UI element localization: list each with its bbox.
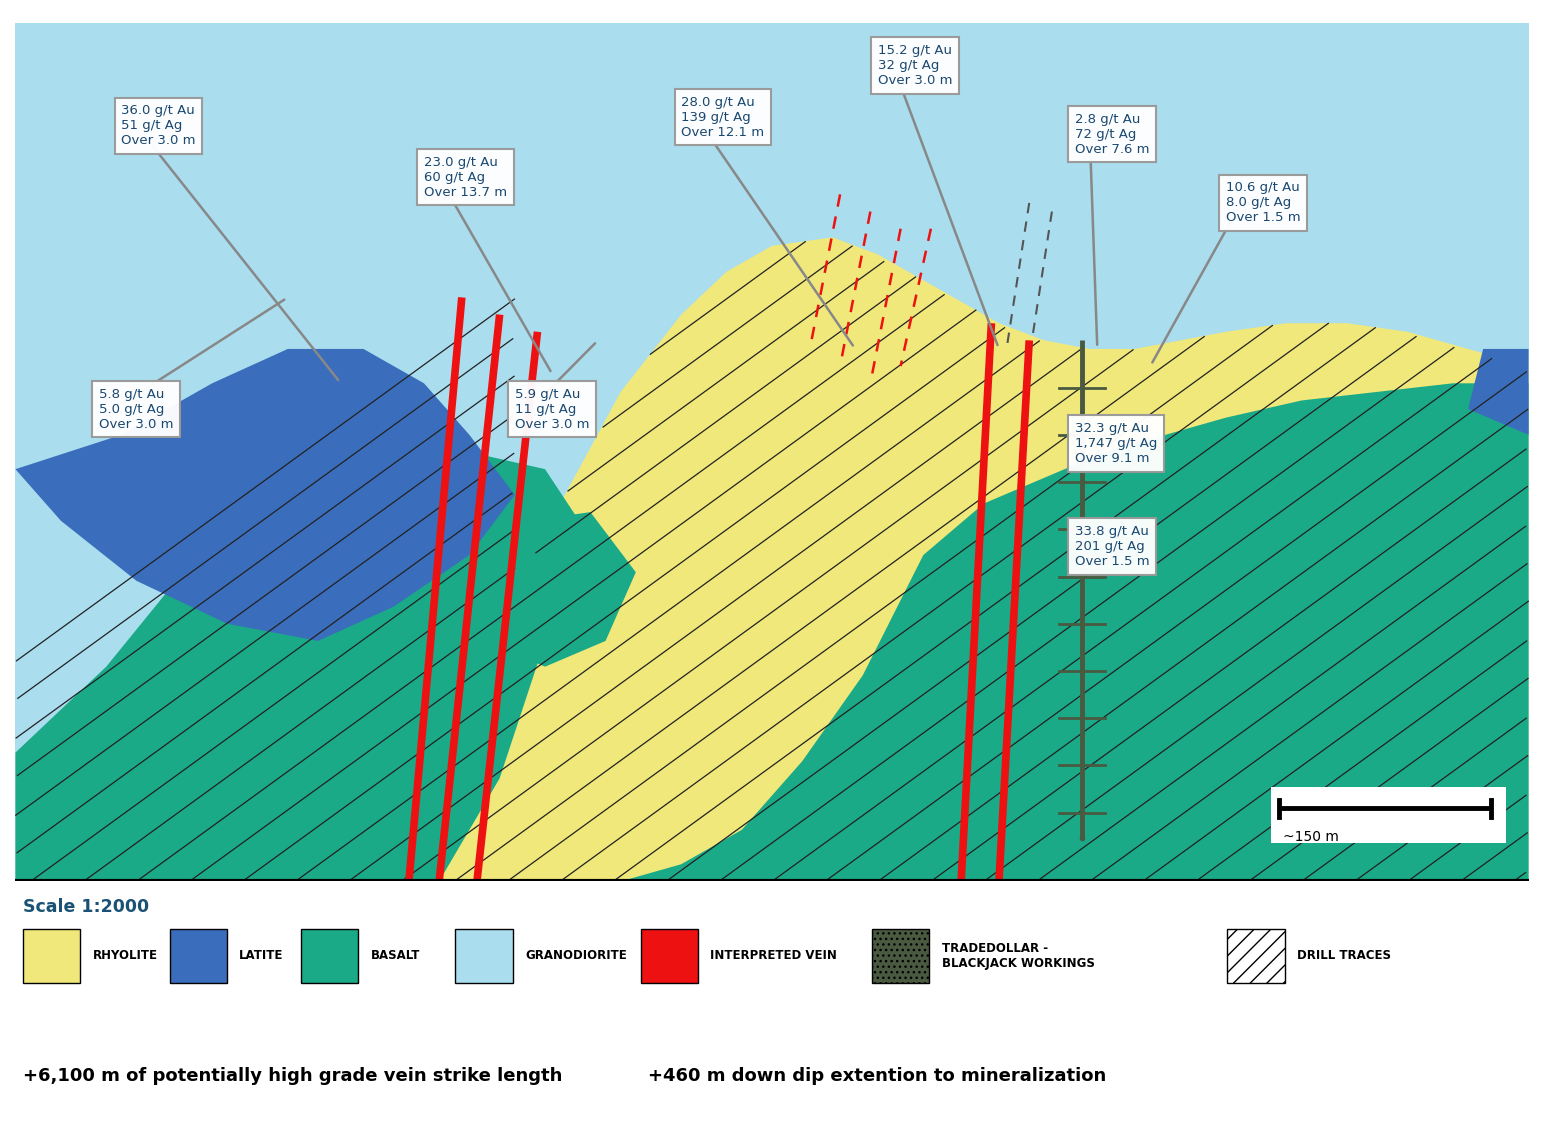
Polygon shape <box>318 237 1529 881</box>
Text: RHYOLITE: RHYOLITE <box>93 949 157 963</box>
Text: 23.0 g/t Au
60 g/t Ag
Over 13.7 m: 23.0 g/t Au 60 g/t Ag Over 13.7 m <box>425 156 506 199</box>
Text: ~150 m: ~150 m <box>1283 829 1339 844</box>
Text: Scale 1:2000: Scale 1:2000 <box>23 898 150 916</box>
Text: 32.3 g/t Au
1,747 g/t Ag
Over 9.1 m: 32.3 g/t Au 1,747 g/t Ag Over 9.1 m <box>1075 421 1156 464</box>
Text: LATITE: LATITE <box>239 949 284 963</box>
Text: GRANODIORITE: GRANODIORITE <box>525 949 627 963</box>
FancyBboxPatch shape <box>1271 786 1505 843</box>
Polygon shape <box>15 23 1529 881</box>
Text: 15.2 g/t Au
32 g/t Ag
Over 3.0 m: 15.2 g/t Au 32 g/t Ag Over 3.0 m <box>879 44 953 87</box>
Polygon shape <box>1468 349 1529 435</box>
Text: 2.8 g/t Au
72 g/t Ag
Over 7.6 m: 2.8 g/t Au 72 g/t Ag Over 7.6 m <box>1075 113 1149 156</box>
Polygon shape <box>15 452 590 881</box>
Polygon shape <box>15 349 514 641</box>
Text: +6,100 m of potentially high grade vein strike length: +6,100 m of potentially high grade vein … <box>23 1067 562 1085</box>
Text: BASALT: BASALT <box>371 949 420 963</box>
Text: 36.0 g/t Au
51 g/t Ag
Over 3.0 m: 36.0 g/t Au 51 g/t Ag Over 3.0 m <box>122 104 196 147</box>
Text: 33.8 g/t Au
201 g/t Ag
Over 1.5 m: 33.8 g/t Au 201 g/t Ag Over 1.5 m <box>1075 525 1149 568</box>
Text: 28.0 g/t Au
139 g/t Ag
Over 12.1 m: 28.0 g/t Au 139 g/t Ag Over 12.1 m <box>681 96 764 139</box>
Text: 10.6 g/t Au
8.0 g/t Ag
Over 1.5 m: 10.6 g/t Au 8.0 g/t Ag Over 1.5 m <box>1226 182 1300 225</box>
Text: DRILL TRACES: DRILL TRACES <box>1297 949 1391 963</box>
Polygon shape <box>485 512 636 667</box>
Text: INTERPRETED VEIN: INTERPRETED VEIN <box>710 949 837 963</box>
Text: TRADEDOLLAR -
BLACKJACK WORKINGS: TRADEDOLLAR - BLACKJACK WORKINGS <box>942 942 1095 970</box>
Text: +460 m down dip extention to mineralization: +460 m down dip extention to mineralizat… <box>648 1067 1107 1085</box>
Polygon shape <box>621 383 1529 881</box>
Text: 5.9 g/t Au
11 g/t Ag
Over 3.0 m: 5.9 g/t Au 11 g/t Ag Over 3.0 m <box>514 388 590 431</box>
Text: 5.8 g/t Au
5.0 g/t Ag
Over 3.0 m: 5.8 g/t Au 5.0 g/t Ag Over 3.0 m <box>99 388 173 431</box>
